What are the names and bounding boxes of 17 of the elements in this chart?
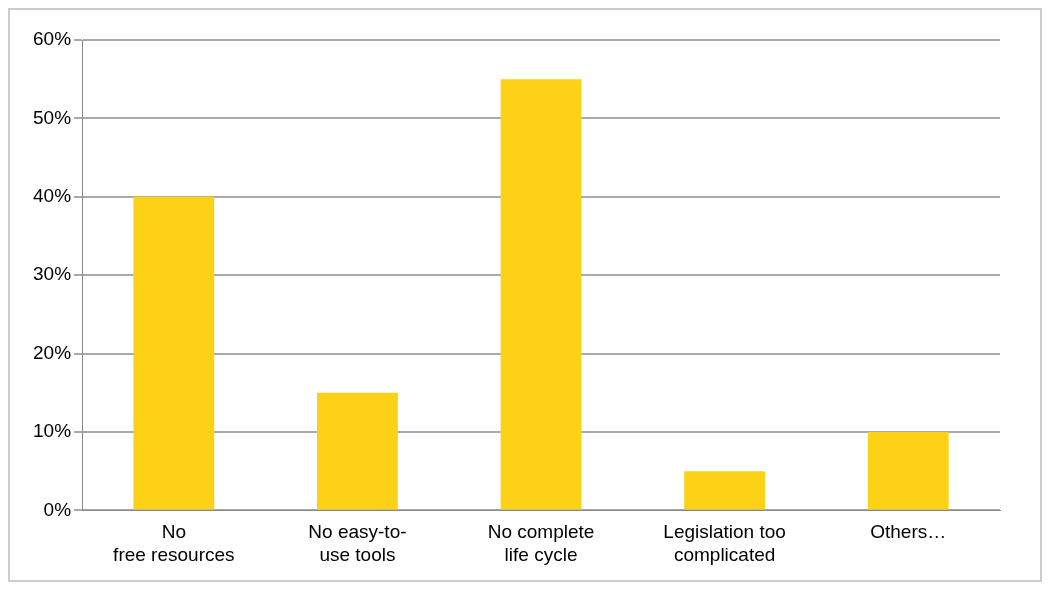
bar — [867, 432, 949, 510]
x-tick-label: Legislation too complicated — [663, 521, 786, 565]
bar — [317, 392, 398, 510]
bar — [133, 196, 215, 510]
x-tick-label: Others… — [870, 521, 947, 543]
y-tick-label: 60% — [33, 28, 72, 50]
y-tick-label: 40% — [33, 185, 72, 207]
y-tick-label: 10% — [33, 420, 72, 442]
x-tick-label: No free resources — [113, 521, 235, 565]
x-tick-label: No easy-to- use tools — [308, 521, 407, 565]
bar — [684, 471, 765, 510]
bar — [500, 79, 582, 510]
x-tick-label: No complete life cycle — [487, 521, 595, 565]
y-tick-label: 20% — [33, 341, 72, 363]
y-tick-label: 0% — [43, 498, 72, 520]
y-tick-label: 30% — [33, 263, 72, 285]
y-tick-label: 50% — [33, 106, 72, 128]
